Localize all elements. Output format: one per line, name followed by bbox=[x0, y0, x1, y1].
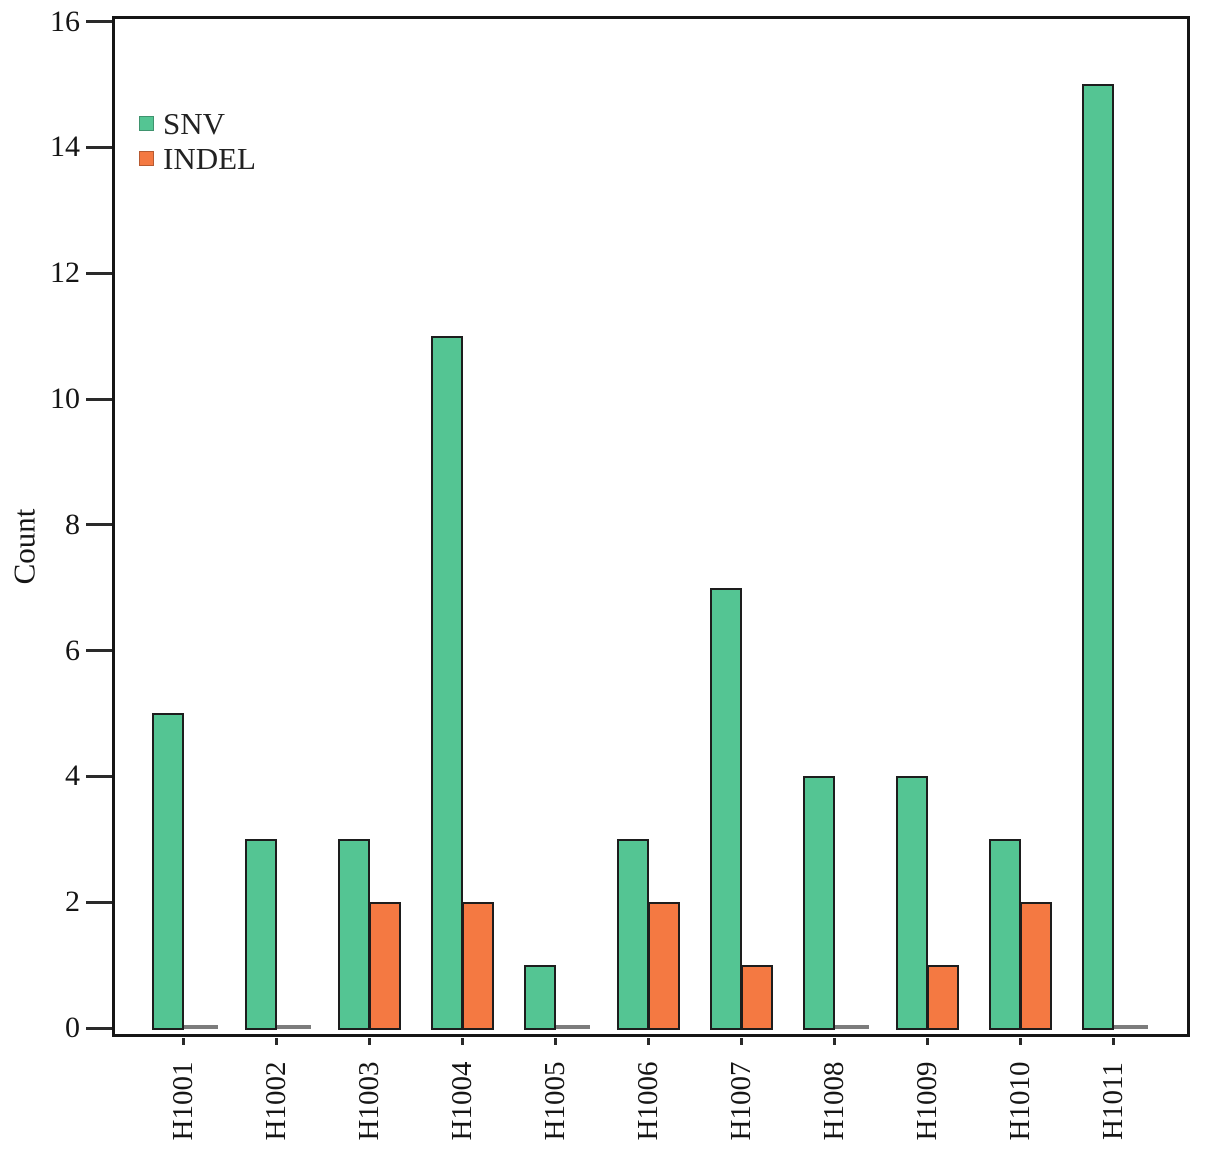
y-tick-label-4: 4 bbox=[65, 759, 80, 793]
indel-zero-marker-H1001 bbox=[184, 1025, 218, 1029]
snv-bar-H1005 bbox=[524, 965, 556, 1030]
x-tick-H1007 bbox=[740, 1038, 743, 1045]
x-axis-label-H1008: H1008 bbox=[818, 1061, 850, 1141]
y-tick-label-2: 2 bbox=[65, 885, 80, 919]
x-axis-label-H1001: H1001 bbox=[167, 1061, 199, 1141]
x-axis-label-H1009: H1009 bbox=[911, 1061, 943, 1141]
y-tick-label-10: 10 bbox=[50, 382, 80, 415]
snv-bar-H1006 bbox=[617, 839, 649, 1030]
x-tick-H1008 bbox=[833, 1038, 836, 1045]
legend-item-indel: INDEL bbox=[139, 141, 256, 176]
x-tick-H1010 bbox=[1019, 1038, 1022, 1045]
y-tick-14 bbox=[86, 145, 112, 149]
snv-bar-H1008 bbox=[803, 776, 835, 1030]
snv-swatch-icon bbox=[139, 116, 154, 131]
snv-bar-H1004 bbox=[431, 336, 463, 1030]
indel-bar-H1007 bbox=[741, 965, 773, 1030]
y-tick-2 bbox=[86, 900, 112, 904]
y-tick-6 bbox=[86, 649, 112, 653]
snv-bar-H1007 bbox=[710, 588, 742, 1030]
indel-bar-H1010 bbox=[1020, 902, 1052, 1030]
x-axis-label-H1002: H1002 bbox=[260, 1061, 292, 1141]
x-axis-label-H1010: H1010 bbox=[1004, 1061, 1036, 1141]
snv-bar-H1011 bbox=[1082, 84, 1114, 1030]
indel-swatch-icon bbox=[139, 151, 154, 166]
snv-bar-H1003 bbox=[338, 839, 370, 1030]
snv-bar-H1001 bbox=[152, 713, 184, 1030]
legend: SNV INDEL bbox=[139, 106, 256, 176]
indel-bar-H1006 bbox=[648, 902, 680, 1030]
y-tick-4 bbox=[86, 774, 112, 778]
indel-zero-marker-H1011 bbox=[1114, 1025, 1148, 1029]
y-tick-label-0: 0 bbox=[65, 1011, 80, 1044]
x-tick-H1005 bbox=[554, 1038, 557, 1045]
y-tick-label-16: 16 bbox=[50, 4, 80, 38]
x-tick-H1009 bbox=[926, 1038, 929, 1045]
indel-bar-H1003 bbox=[369, 902, 401, 1030]
y-tick-12 bbox=[86, 271, 112, 275]
y-tick-label-14: 14 bbox=[50, 130, 80, 164]
x-tick-H1003 bbox=[368, 1038, 371, 1045]
snv-bar-H1010 bbox=[989, 839, 1021, 1030]
y-tick-label-6: 6 bbox=[65, 633, 80, 667]
x-tick-H1004 bbox=[461, 1038, 464, 1045]
x-tick-H1011 bbox=[1112, 1038, 1115, 1045]
y-tick-label-8: 8 bbox=[65, 507, 80, 541]
x-axis-label-H1006: H1006 bbox=[632, 1061, 664, 1141]
y-tick-16 bbox=[86, 20, 112, 24]
x-axis-label-H1005: H1005 bbox=[539, 1061, 571, 1141]
snv-bar-H1002 bbox=[245, 839, 277, 1030]
y-tick-8 bbox=[86, 523, 112, 527]
x-tick-H1001 bbox=[182, 1038, 185, 1045]
x-tick-H1006 bbox=[647, 1038, 650, 1045]
x-axis-label-H1011: H1011 bbox=[1097, 1062, 1129, 1140]
indel-bar-H1009 bbox=[927, 965, 959, 1030]
x-axis-label-H1003: H1003 bbox=[353, 1061, 385, 1141]
indel-bar-H1004 bbox=[462, 902, 494, 1030]
snv-bar-H1009 bbox=[896, 776, 928, 1030]
y-tick-10 bbox=[86, 397, 112, 401]
legend-label-indel: INDEL bbox=[163, 141, 256, 176]
x-axis-label-H1007: H1007 bbox=[725, 1061, 757, 1141]
x-tick-H1002 bbox=[275, 1038, 278, 1045]
indel-zero-marker-H1002 bbox=[277, 1025, 311, 1029]
legend-label-snv: SNV bbox=[163, 106, 226, 141]
y-tick-0 bbox=[86, 1026, 112, 1030]
y-tick-label-12: 12 bbox=[50, 256, 80, 290]
indel-zero-marker-H1008 bbox=[835, 1025, 869, 1029]
legend-item-snv: SNV bbox=[139, 106, 256, 141]
x-axis-label-H1004: H1004 bbox=[446, 1061, 478, 1141]
indel-zero-marker-H1005 bbox=[556, 1025, 590, 1029]
